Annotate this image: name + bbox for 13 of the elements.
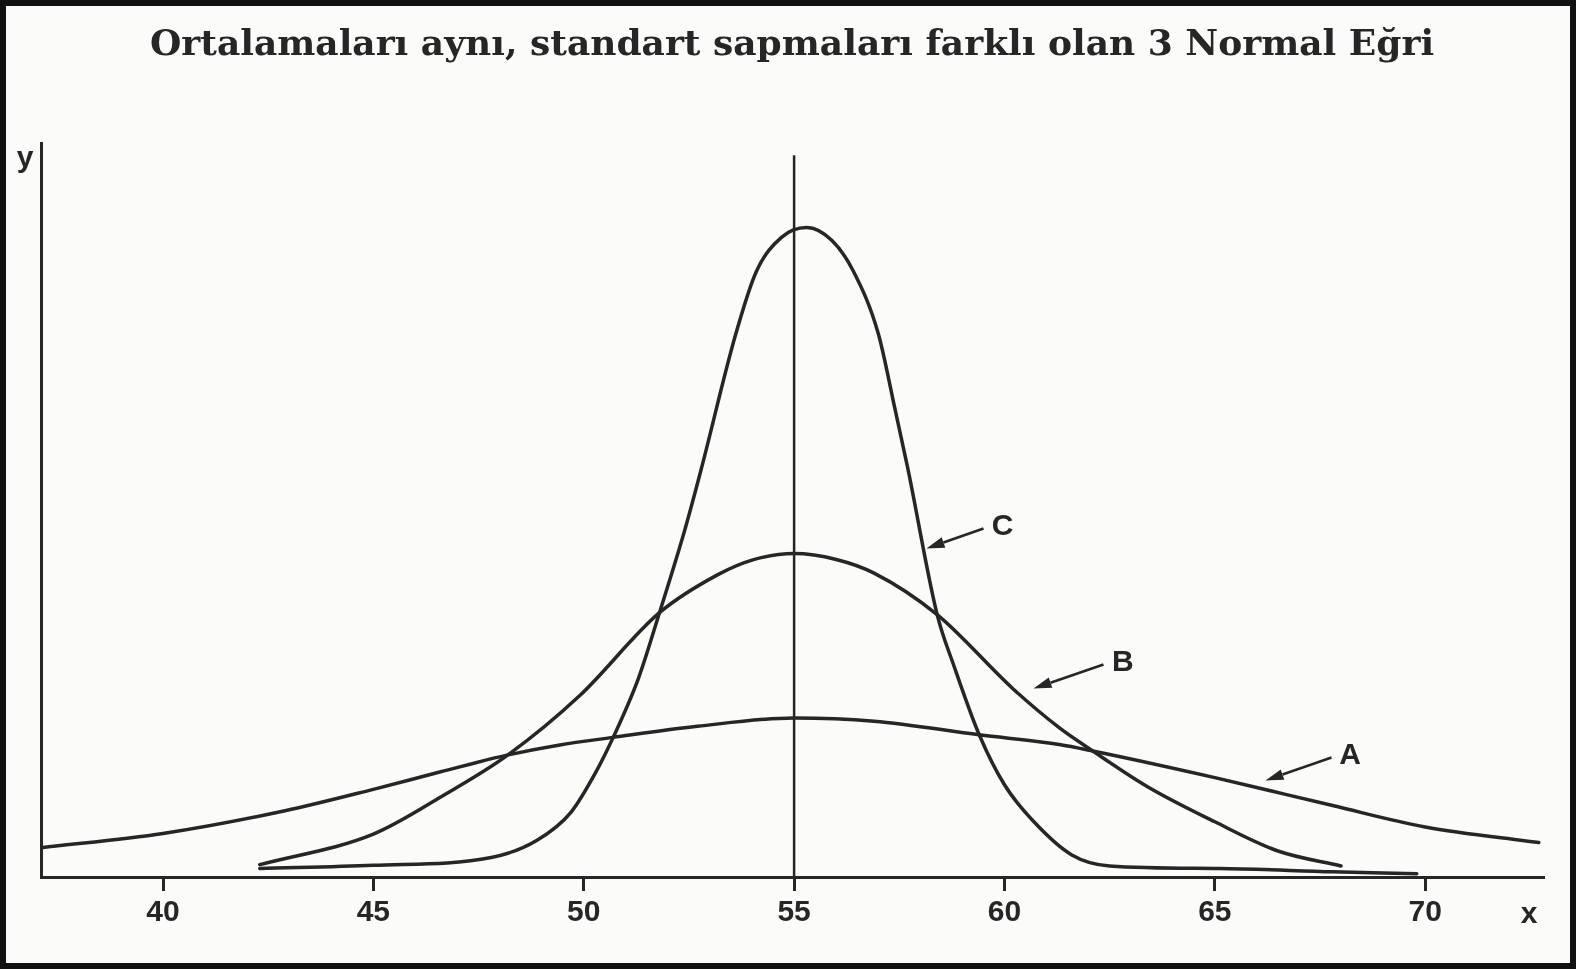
x-tick-label: 40 [146, 894, 180, 928]
x-tick-label: 70 [1408, 894, 1442, 928]
legend-label: A [1339, 736, 1361, 770]
x-tick-label: 60 [987, 894, 1022, 928]
x-tick-label: 45 [356, 894, 391, 928]
legend-label: C [991, 507, 1014, 541]
x-tick-label: 65 [1198, 894, 1232, 928]
x-tick-label: 50 [567, 894, 601, 928]
y-axis-title: y [16, 140, 34, 174]
x-tick-label: 55 [777, 894, 811, 928]
chart-title: Ortalamaları aynı, standart sapmaları farklı olan 3 Normal Eğri [149, 20, 1435, 63]
x-axis-title: x [1520, 896, 1538, 930]
legend-label: B [1111, 643, 1134, 677]
